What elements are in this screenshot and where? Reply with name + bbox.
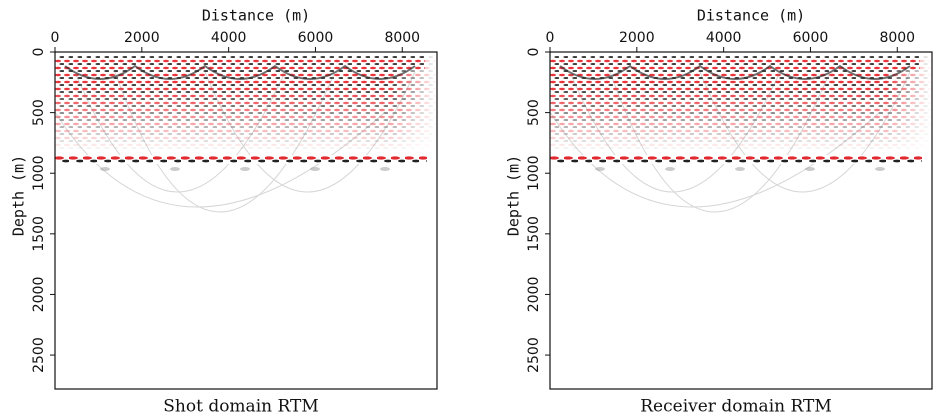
y-tick-label: 1500 bbox=[526, 216, 542, 252]
x-axis-label: Distance (m) bbox=[697, 7, 805, 25]
plot-frame bbox=[549, 51, 933, 390]
x-tick-label: 0 bbox=[51, 30, 60, 46]
plot-frame bbox=[54, 51, 438, 390]
y-tick-label: 0 bbox=[526, 48, 542, 57]
y-tick-label: 1000 bbox=[31, 155, 47, 191]
y-axis-label: Depth (m) bbox=[10, 155, 28, 236]
y-tick-label: 2000 bbox=[31, 277, 47, 313]
y-tick-label: 2000 bbox=[526, 277, 542, 313]
x-tick-label: 8000 bbox=[384, 30, 420, 46]
y-tick-label: 2500 bbox=[31, 337, 47, 373]
x-tick-label: 0 bbox=[546, 30, 555, 46]
x-tick-label: 2000 bbox=[124, 30, 160, 46]
chart-title: Shot domain RTM bbox=[163, 397, 318, 417]
y-tick-label: 1500 bbox=[31, 216, 47, 252]
x-tick-label: 4000 bbox=[706, 30, 742, 46]
y-tick-label: 0 bbox=[31, 48, 47, 57]
chart-title: Receiver domain RTM bbox=[640, 397, 831, 417]
seismic-image bbox=[55, 56, 437, 212]
x-tick-label: 6000 bbox=[298, 30, 334, 46]
y-tick-label: 500 bbox=[526, 99, 542, 126]
y-tick-label: 500 bbox=[31, 99, 47, 126]
x-tick-label: 4000 bbox=[211, 30, 247, 46]
x-axis-label: Distance (m) bbox=[202, 7, 310, 25]
y-axis-label: Depth (m) bbox=[505, 155, 523, 236]
y-tick-label: 1000 bbox=[526, 155, 542, 191]
y-tick-label: 2500 bbox=[526, 337, 542, 373]
x-tick-label: 6000 bbox=[793, 30, 829, 46]
x-tick-label: 2000 bbox=[619, 30, 655, 46]
x-tick-label: 8000 bbox=[879, 30, 915, 46]
seismic-image bbox=[550, 56, 932, 212]
